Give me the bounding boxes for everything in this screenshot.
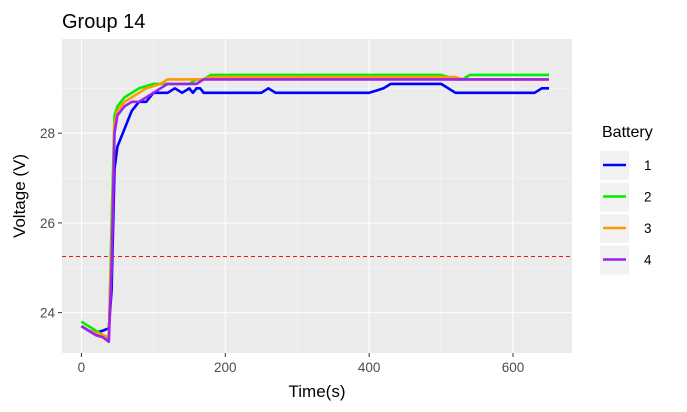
- legend-items: 1 2 3 4: [600, 151, 652, 275]
- legend: Battery 1 2 3 4: [600, 124, 653, 275]
- y-tick-label: 24: [40, 306, 56, 321]
- series-line-4: [80, 78, 549, 344]
- grid-major: [62, 39, 572, 353]
- y-axis-title: Voltage (V): [10, 154, 29, 238]
- y-axis: 24 26 28: [40, 126, 62, 321]
- y-tick-label: 28: [40, 126, 55, 141]
- legend-title: Battery: [602, 124, 653, 141]
- y-tick-label: 26: [40, 216, 55, 231]
- x-tick-label: 200: [214, 360, 237, 375]
- legend-label-4: 4: [644, 253, 652, 268]
- chart-title: Group 14: [62, 11, 145, 33]
- x-tick-label: 600: [502, 360, 525, 375]
- x-axis: 0 200 400 600: [78, 353, 525, 375]
- plot-panel: [62, 39, 572, 353]
- legend-label-2: 2: [644, 190, 652, 205]
- x-tick-label: 400: [358, 360, 381, 375]
- legend-label-3: 3: [644, 221, 652, 236]
- legend-label-1: 1: [644, 158, 652, 173]
- x-axis-title: Time(s): [289, 382, 346, 401]
- series-line-1: [80, 82, 549, 335]
- series-layer: [80, 73, 549, 344]
- x-tick-label: 0: [78, 360, 86, 375]
